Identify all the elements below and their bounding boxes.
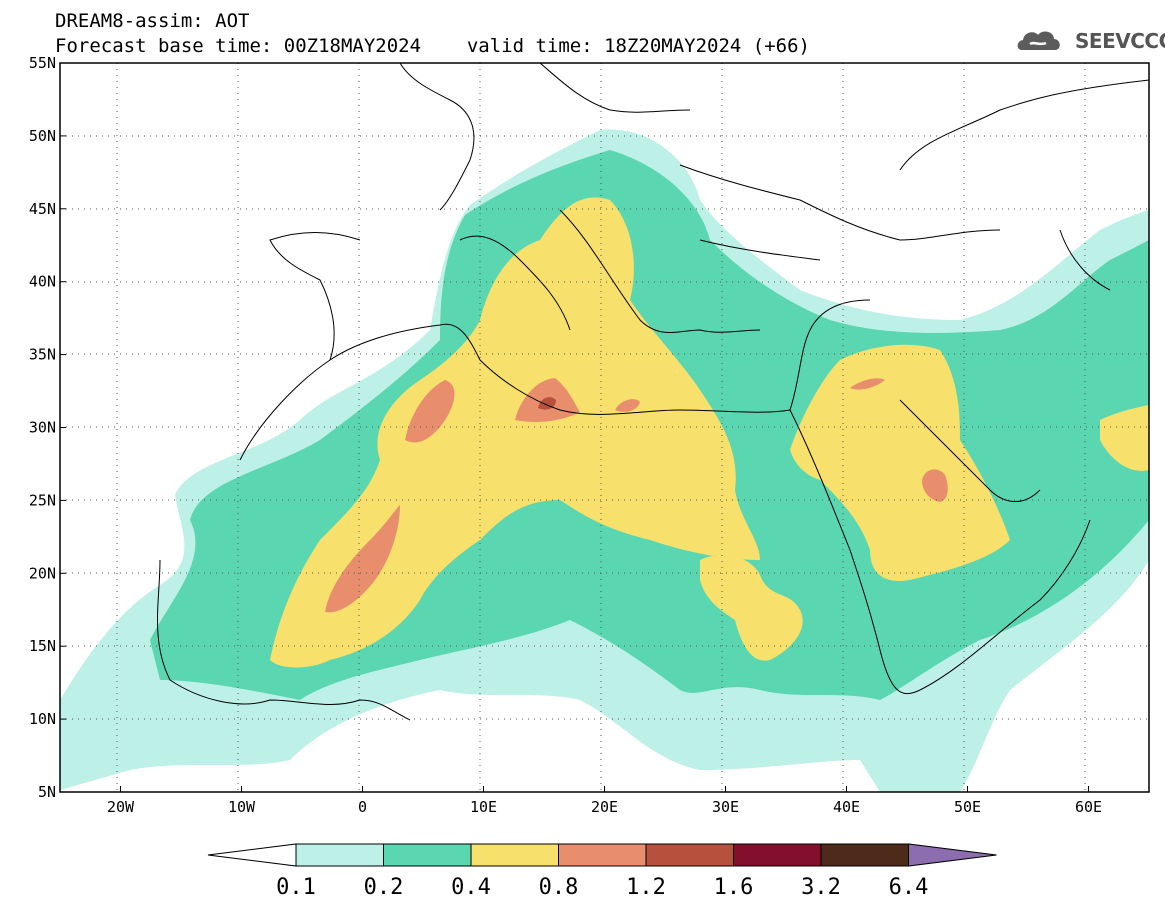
- coastlines: [157, 63, 1149, 721]
- aot-fields: [60, 129, 1149, 792]
- lat-label: 15N: [29, 637, 56, 655]
- aot-band-0.4-iran: [1100, 405, 1149, 471]
- lon-label: 10E: [470, 798, 497, 816]
- colorbar-segment: [733, 843, 822, 867]
- colorbar-segment: [558, 843, 647, 867]
- aot-band-0.8-egypt: [615, 399, 640, 413]
- lat-label: 10N: [29, 710, 56, 728]
- colorbar-label: 1.6: [714, 875, 754, 900]
- colorbar-label: 0.8: [539, 875, 579, 900]
- colorbar: 0.1 0.2 0.4 0.8 1.2 1.6 3.2 6.4: [207, 843, 997, 900]
- lat-label: 50N: [29, 127, 56, 145]
- colorbar-label: 0.1: [276, 875, 316, 900]
- lon-label: 20E: [591, 798, 618, 816]
- base-time: Forecast base time: 00Z18MAY2024: [55, 35, 422, 57]
- lon-label: 0: [358, 798, 367, 816]
- colorbar-label: 0.2: [364, 875, 404, 900]
- colorbar-label: 3.2: [801, 875, 841, 900]
- lat-label: 25N: [29, 491, 56, 509]
- longitude-labels: 20W 10W 0 10E 20E 30E 40E 50E 60E: [107, 786, 1102, 816]
- colorbar-segment: [383, 843, 472, 867]
- colorbar-segment: [820, 843, 909, 867]
- forecast-times: Forecast base time: 00Z18MAY2024 valid t…: [55, 35, 810, 57]
- colorbar-segment: [908, 843, 997, 867]
- colorbar-segment: [295, 843, 384, 867]
- lat-label: 40N: [29, 273, 56, 291]
- logo-text: SEEVCCC: [1075, 29, 1165, 53]
- aot-band-0.8-arabia: [922, 469, 948, 502]
- aot-band-0.4-sudan: [700, 555, 803, 661]
- colorbar-segment: [207, 843, 297, 867]
- lat-label: 45N: [29, 200, 56, 218]
- lon-label: 60E: [1075, 798, 1102, 816]
- lon-label: 20W: [107, 798, 135, 816]
- aot-band-0.8-sahara: [325, 505, 400, 613]
- lon-label: 40E: [833, 798, 860, 816]
- cloud-icon: [1017, 31, 1060, 50]
- lat-label: 30N: [29, 419, 56, 437]
- colorbar-segment: [645, 843, 734, 867]
- lat-label: 55N: [29, 54, 56, 72]
- colorbar-label: 6.4: [889, 875, 929, 900]
- lat-label: 5N: [38, 783, 56, 801]
- aot-band-0.8-iraq: [850, 378, 885, 390]
- colorbar-label: 0.4: [451, 875, 491, 900]
- colorbar-label: 1.2: [626, 875, 666, 900]
- lon-label: 50E: [954, 798, 981, 816]
- aot-band-0.8-algeria: [405, 380, 455, 443]
- colorbar-segment: [470, 843, 559, 867]
- map-title: DREAM8-assim: AOT: [55, 10, 250, 32]
- lon-label: 10W: [228, 798, 256, 816]
- lat-label: 20N: [29, 564, 56, 582]
- latitude-labels: 55N 50N 45N 40N 35N 30N 25N 20N 15N 10N 5N: [29, 54, 66, 801]
- aot-band-0.4-arabia: [790, 344, 1010, 581]
- lon-label: 30E: [712, 798, 739, 816]
- valid-time: valid time: 18Z20MAY2024 (+66): [466, 35, 810, 57]
- aot-band-0.4-sahara: [270, 197, 760, 668]
- lat-label: 35N: [29, 346, 56, 364]
